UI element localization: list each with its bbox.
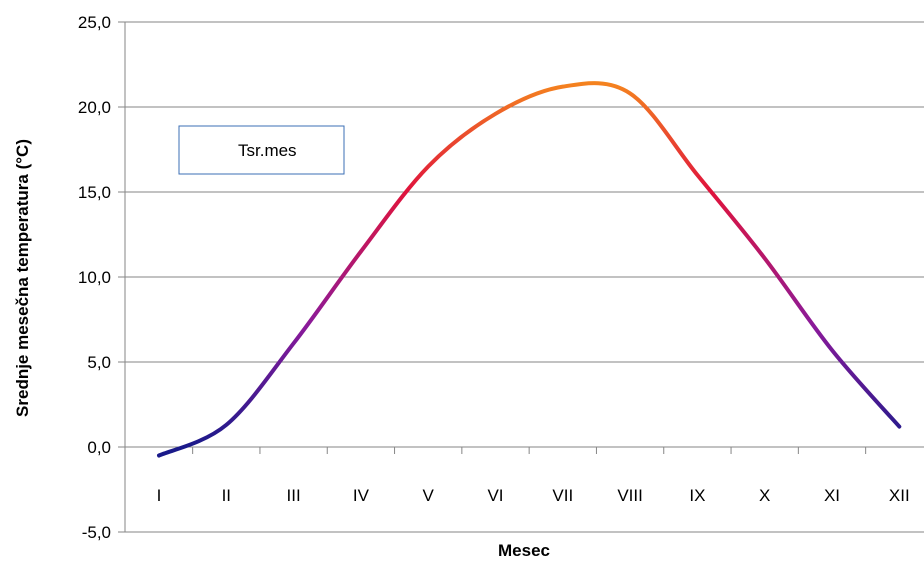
legend-label: Tsr.mes xyxy=(238,141,297,160)
x-tick-label: III xyxy=(287,486,301,505)
x-tick-label: VI xyxy=(487,486,503,505)
legend: Tsr.mes xyxy=(178,125,345,175)
y-axis-title: Srednje mesečna temperatura (°C) xyxy=(13,139,32,417)
x-tick-label: VII xyxy=(552,486,573,505)
y-tick-label: 20,0 xyxy=(78,98,111,117)
x-tick-label: V xyxy=(423,486,435,505)
y-tick-label: 25,0 xyxy=(78,13,111,32)
series-layer xyxy=(157,81,902,458)
x-tick-label: IX xyxy=(689,486,705,505)
x-tick-label: X xyxy=(759,486,770,505)
x-axis: I II III IV V VI VII VIII IX X XI XII xyxy=(125,446,924,505)
x-tick-label: II xyxy=(222,486,231,505)
y-tick-label: 5,0 xyxy=(87,353,111,372)
y-tick-label: -5,0 xyxy=(82,523,111,542)
x-tick-label: XII xyxy=(889,486,910,505)
x-tick-label: XI xyxy=(824,486,840,505)
x-axis-title: Mesec xyxy=(498,541,550,560)
y-axis-ticks: -5,0 0,0 5,0 10,0 15,0 20,0 25,0 xyxy=(78,13,125,542)
x-tick-label: I xyxy=(157,486,162,505)
series-line-tsr-mes xyxy=(157,81,902,458)
x-tick-label: IV xyxy=(353,486,370,505)
x-tick-label: VIII xyxy=(617,486,643,505)
y-tick-label: 10,0 xyxy=(78,268,111,287)
gridlines xyxy=(125,21,924,533)
y-tick-label: 15,0 xyxy=(78,183,111,202)
y-tick-label: 0,0 xyxy=(87,438,111,457)
